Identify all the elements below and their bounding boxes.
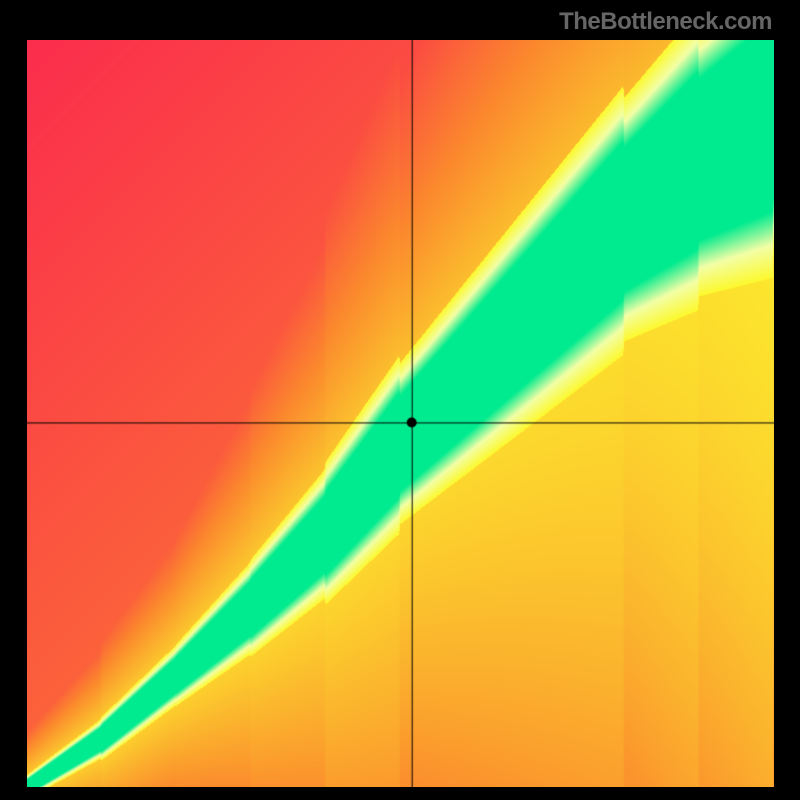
heatmap-canvas: [27, 40, 774, 787]
watermark-text: TheBottleneck.com: [559, 8, 772, 36]
chart-container: TheBottleneck.com: [0, 0, 800, 800]
